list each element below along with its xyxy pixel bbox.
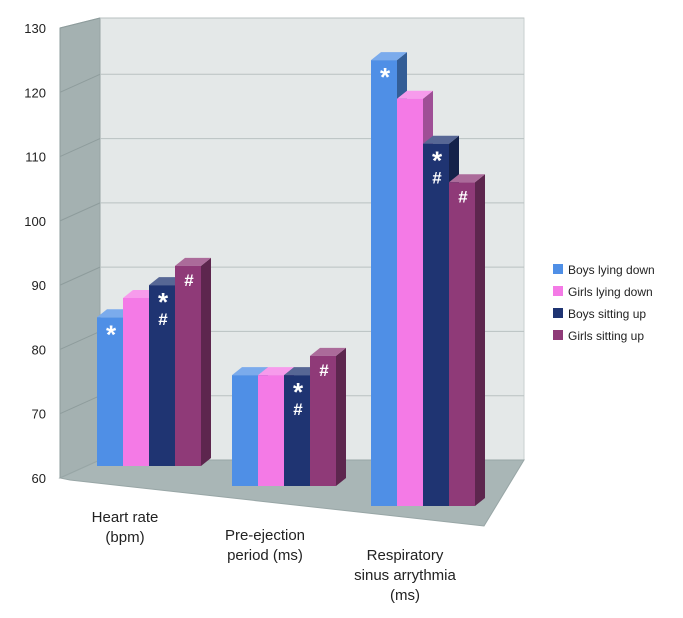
significance-mark: * [432,146,443,176]
x-category-label-line: sinus arrythmia [354,567,456,584]
y-tick-label: 100 [24,214,46,229]
y-tick-label: 60 [32,471,46,486]
legend-swatch [553,308,563,318]
y-tick-label: 90 [32,278,46,293]
x-category-label-line: Heart rate [92,509,159,526]
gridline-side [59,138,101,158]
x-category-label-line: Respiratory [367,547,444,564]
x-category-label-line: (ms) [390,587,420,604]
x-category-label: Respiratory sinus arrythmia (ms) [354,547,456,604]
bar-top [449,174,485,183]
bar: # [449,174,485,507]
bar-top [258,367,294,376]
legend: Boys lying down Girls lying down Boys sitt… [553,263,655,343]
bar: # [310,347,346,486]
bar-front [175,265,201,466]
bar-top [310,347,346,356]
y-axis: 60 70 80 90 100 110 120 130 [24,21,61,486]
bar-top [232,367,268,376]
bar-front [371,60,397,507]
legend-label: Boys sitting up [568,307,646,321]
significance-mark: # [158,310,168,329]
y-tick-label: 70 [32,407,46,422]
bar-front [97,317,123,466]
significance-mark: # [293,400,303,419]
bar-front [232,375,258,486]
significance-mark: * [158,287,169,317]
x-category-label-line: (bpm) [105,529,144,546]
bar-top [371,52,407,61]
significance-mark: * [293,377,304,407]
bar-front [423,143,449,506]
legend-label: Girls sitting up [568,329,644,343]
x-category-label-line: period (ms) [227,547,303,564]
gridline-side [59,73,101,93]
significance-mark: # [184,271,194,290]
gridline-side [59,395,101,415]
bar-top [397,90,433,99]
bar-front [449,182,475,507]
bars: **##*##**## [97,52,485,507]
x-category-label: Heart rate (bpm) [92,509,159,546]
gridline-side [59,202,101,222]
significance-mark: * [106,319,117,349]
legend-label: Girls lying down [568,285,653,299]
gridline-side [59,17,101,29]
bar-side [475,174,485,507]
y-tick-label: 130 [24,21,46,36]
significance-mark: # [432,169,442,188]
bar-front [284,375,310,486]
legend-swatch [553,330,563,340]
legend-swatch [553,264,563,274]
bar-side [201,257,211,466]
y-tick-label: 120 [24,85,46,100]
bar: # [175,257,211,466]
bar-top [175,257,211,266]
bar-front [310,355,336,486]
bar-front [258,375,284,486]
bar-front [397,98,423,506]
bar-front [149,285,175,466]
x-category-label: Pre-ejection period (ms) [225,527,305,564]
y-tick-label: 110 [25,150,46,165]
significance-mark: * [380,62,391,92]
x-axis: Heart rate (bpm) Pre-ejection period (ms) Re… [92,509,457,604]
bar-front [123,298,149,466]
side-wall [59,17,101,479]
y-tick-label: 80 [32,342,46,357]
bar-side [336,347,346,486]
gridline-side [59,330,101,350]
significance-mark: # [319,361,329,380]
significance-mark: # [458,187,468,206]
legend-swatch [553,286,563,296]
gridline-side [59,266,101,286]
legend-label: Boys lying down [568,263,655,277]
x-category-label-line: Pre-ejection [225,527,305,544]
bar-top [423,135,459,144]
